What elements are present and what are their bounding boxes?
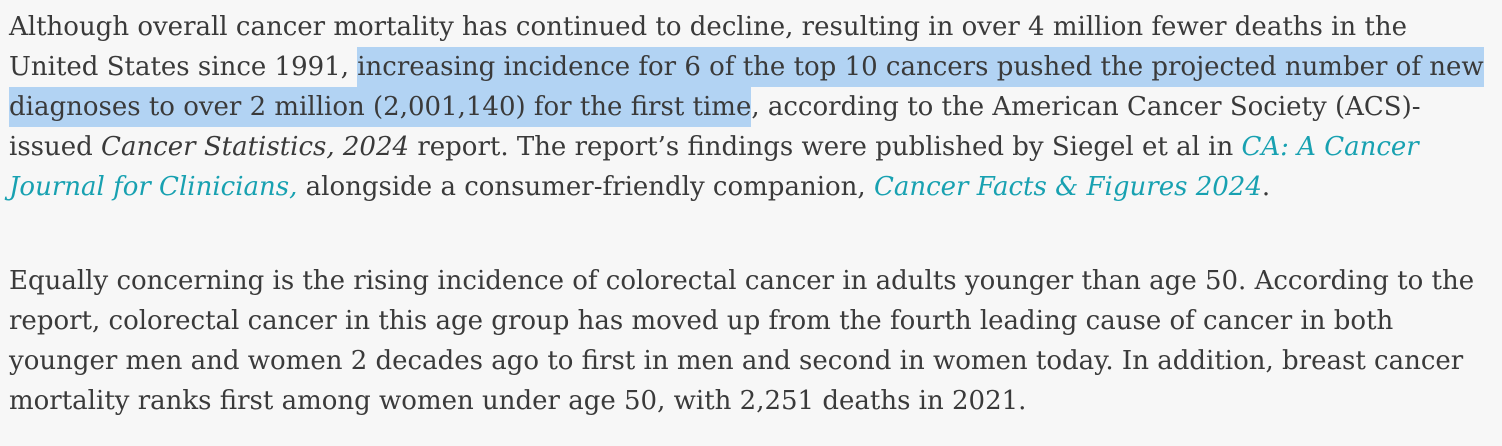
report-title: Cancer Statistics, 2024 bbox=[101, 132, 410, 162]
article-body: Although overall cancer mortality has co… bbox=[9, 7, 1493, 416]
paragraph-colorectal-cancer: Equally concerning is the rising inciden… bbox=[9, 266, 1475, 416]
body-text-published: report. The report’s findings were publi… bbox=[409, 132, 1242, 162]
body-text-period: . bbox=[1261, 172, 1271, 202]
paragraph-cancer-statistics: Although overall cancer mortality has co… bbox=[9, 7, 1493, 207]
journal-link[interactable]: CA: A Cancer Journal for Clinicians, bbox=[9, 132, 1419, 202]
companion-report-link[interactable]: Cancer Facts & Figures 2024 bbox=[873, 172, 1262, 202]
body-text-after-highlight: , according to the American Cancer Socie… bbox=[9, 92, 1421, 162]
body-text-intro: Although overall cancer mortality has co… bbox=[9, 12, 1408, 82]
body-text-companion: alongside a consumer-friendly companion, bbox=[297, 172, 874, 202]
